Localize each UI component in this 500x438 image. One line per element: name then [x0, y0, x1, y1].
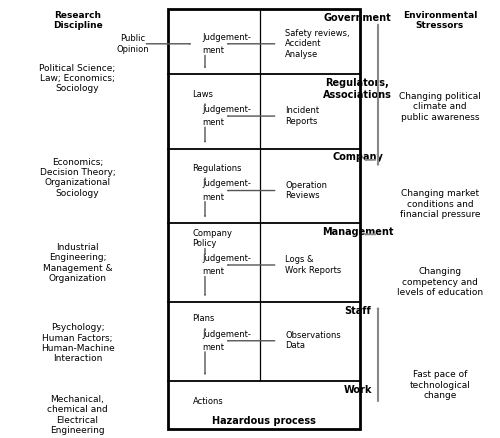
Text: Work: Work: [343, 385, 372, 395]
Text: Industrial
Engineering;
Management &
Organization: Industrial Engineering; Management & Org…: [42, 243, 112, 283]
Bar: [168, 9, 360, 429]
Text: Fast pace of
technological
change: Fast pace of technological change: [410, 370, 470, 400]
Text: Psychology;
Human Factors;
Human-Machine
Interaction: Psychology; Human Factors; Human-Machine…: [40, 323, 115, 364]
Text: Logs &
Work Reports: Logs & Work Reports: [285, 255, 341, 275]
Text: Laws: Laws: [192, 90, 214, 99]
Text: Economics;
Decision Theory;
Organizational
Sociology: Economics; Decision Theory; Organization…: [40, 158, 116, 198]
Text: ment: ment: [202, 267, 224, 276]
Text: Judgement-: Judgement-: [202, 105, 252, 114]
Text: Incident
Reports: Incident Reports: [285, 106, 319, 126]
Text: Regulations: Regulations: [192, 164, 242, 173]
Text: Mechanical,
chemical and
Electrical
Engineering: Mechanical, chemical and Electrical Engi…: [47, 395, 108, 435]
Text: Company
Policy: Company Policy: [192, 229, 232, 248]
Text: Government: Government: [324, 13, 392, 23]
Text: ment: ment: [202, 343, 224, 352]
Text: Environmental
Stressors: Environmental Stressors: [403, 11, 477, 30]
Text: Plans: Plans: [192, 314, 215, 323]
Text: Staff: Staff: [344, 306, 371, 316]
Text: Safety reviews,
Accident
Analyse: Safety reviews, Accident Analyse: [285, 29, 350, 59]
Text: Research
Discipline: Research Discipline: [52, 11, 102, 30]
Text: Hazardous process: Hazardous process: [212, 416, 316, 426]
Text: Public
Opinion: Public Opinion: [116, 34, 149, 53]
Text: Regulators,
Associations: Regulators, Associations: [323, 78, 392, 99]
Text: Political Science;
Law; Economics;
Sociology: Political Science; Law; Economics; Socio…: [40, 64, 116, 93]
Text: Operation
Reviews: Operation Reviews: [285, 181, 327, 200]
Text: ment: ment: [202, 46, 224, 55]
Text: Judgement-: Judgement-: [202, 32, 252, 42]
Text: Actions: Actions: [192, 397, 223, 406]
Text: Changing political
climate and
public awareness: Changing political climate and public aw…: [399, 92, 481, 122]
Text: Changing
competency and
levels of education: Changing competency and levels of educat…: [397, 267, 483, 297]
Text: ment: ment: [202, 193, 224, 202]
Text: Observations
Data: Observations Data: [285, 331, 341, 350]
Text: Judgement-: Judgement-: [202, 329, 252, 339]
Text: ment: ment: [202, 118, 224, 127]
Text: Changing market
conditions and
financial pressure: Changing market conditions and financial…: [400, 189, 480, 219]
Text: Company: Company: [332, 152, 383, 162]
Text: Management: Management: [322, 227, 393, 237]
Text: Judgement-: Judgement-: [202, 179, 252, 188]
Text: Judgement-: Judgement-: [202, 254, 252, 263]
